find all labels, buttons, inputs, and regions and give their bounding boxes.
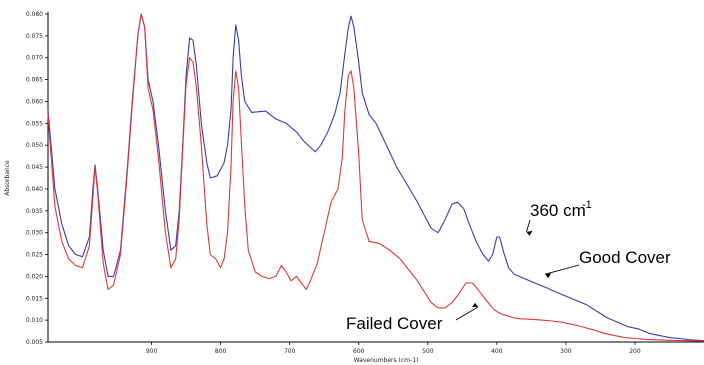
axes-group: 0.005 0.010 0.015 0.020 0.025 0.030 0.035 0.040… [26, 11, 704, 355]
y-tick-label: 0.050 [26, 142, 43, 149]
y-tick-label: 0.010 [26, 317, 43, 324]
y-tick-label: 0.045 [26, 164, 43, 171]
annotation-good-cover-arrow [545, 264, 580, 275]
annotations-group: 360 cm-1 Good Cover Failed Cover [346, 199, 671, 333]
y-tick-label: 0.005 [26, 339, 43, 346]
annotation-360-arrow [526, 219, 531, 232]
x-tick-label: 900 [146, 348, 158, 355]
annotation-360-label: 360 cm [530, 201, 586, 220]
y-tick-label: 0.040 [26, 186, 43, 193]
x-tick-label: 400 [491, 348, 503, 355]
y-tick-label: 0.035 [26, 208, 43, 215]
series-group [47, 13, 704, 342]
annotation-failed-cover-arrow [455, 306, 479, 321]
series-line-2 [47, 13, 704, 342]
annotation-360-arrowhead [526, 230, 533, 236]
annotation-good-cover: Good Cover [579, 248, 671, 267]
y-tick-label: 0.065 [26, 77, 43, 84]
y-tick-label: 0.030 [26, 230, 43, 237]
y-tick-label: 0.080 [26, 11, 43, 18]
annotation-360-superscript: -1 [582, 199, 592, 211]
x-tick-label: 700 [284, 348, 296, 355]
x-tick-label: 600 [353, 348, 365, 355]
y-tick-label: 0.015 [26, 295, 43, 302]
annotation-good-cover-arrowhead [545, 273, 552, 279]
y-tick-label: 0.025 [26, 252, 43, 259]
x-tick-label: 200 [629, 348, 641, 355]
annotation-failed-cover: Failed Cover [346, 314, 443, 333]
y-tick-label: 0.060 [26, 98, 43, 105]
x-axis-label: Wavenumbers (cm-1) [354, 357, 419, 364]
y-tick-label: 0.020 [26, 273, 43, 280]
x-tick-label: 300 [560, 348, 572, 355]
y-tick-label: 0.075 [26, 33, 43, 40]
y-tick-label: 0.055 [26, 120, 43, 127]
y-tick-label: 0.070 [26, 55, 43, 62]
annotation-failed-cover-arrowhead [472, 302, 479, 307]
x-tick-label: 800 [215, 348, 227, 355]
x-tick-label: 500 [422, 348, 434, 355]
y-axis-label: Absorbance [4, 160, 11, 196]
